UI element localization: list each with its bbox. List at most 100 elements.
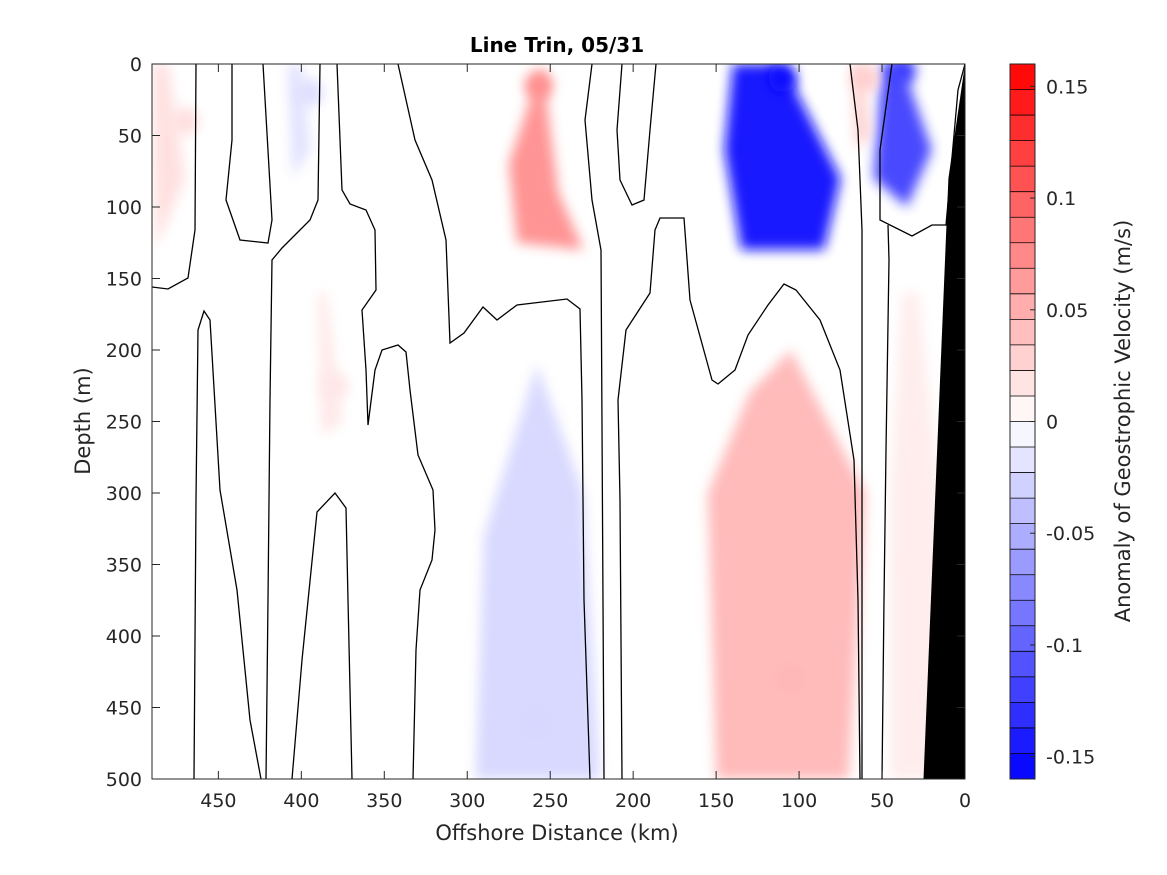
zero-contour	[152, 64, 197, 290]
anomaly-core	[887, 64, 916, 86]
zero-contour	[879, 64, 965, 237]
zero-contour	[225, 64, 273, 244]
y-tick-label: 450	[106, 698, 142, 720]
zero-contour	[397, 64, 591, 779]
negative-anomaly-region	[724, 64, 841, 250]
colorbar-tick-label: -0.05	[1046, 523, 1095, 545]
y-tick-label: 150	[106, 269, 142, 291]
colorbar-swatch	[1010, 89, 1035, 116]
positive-anomaly-region	[707, 350, 866, 779]
colorbar-tick-label: 0	[1046, 412, 1058, 434]
colorbar-swatch	[1010, 727, 1035, 754]
colorbar-swatch	[1010, 753, 1035, 780]
y-tick-label: 250	[106, 412, 142, 434]
x-tick-label: 350	[366, 790, 402, 812]
y-tick-label: 500	[106, 769, 142, 791]
zero-contour	[881, 224, 890, 779]
y-axis-ticks: 0 50 100 150 200 250 300 350 400 450 500	[106, 54, 965, 791]
colorbar-swatch	[1010, 191, 1035, 218]
anomaly-core	[522, 707, 551, 736]
colorbar-swatch	[1010, 447, 1035, 474]
colorbar-tick-label: 0.15	[1046, 76, 1088, 98]
x-tick-label: 400	[283, 790, 319, 812]
colorbar-swatch	[1010, 242, 1035, 269]
positive-anomaly-region	[152, 64, 186, 250]
colorbar-swatch	[1010, 421, 1035, 448]
colorbar-swatch	[1010, 319, 1035, 346]
y-tick-label: 0	[130, 54, 142, 76]
y-tick-label: 300	[106, 483, 142, 505]
x-axis-ticks: 450 400 350 300 250 200 150 100 50 0	[200, 64, 971, 812]
colorbar-tick-label: -0.15	[1046, 747, 1095, 769]
zero-contour	[849, 64, 863, 779]
zero-contour	[193, 309, 262, 779]
x-tick-label: 250	[532, 790, 568, 812]
colorbar-swatch	[1010, 472, 1035, 499]
positive-anomaly-region	[317, 292, 343, 436]
colorbar-swatch	[1010, 625, 1035, 652]
x-axis-label: Offshore Distance (km)	[435, 821, 678, 845]
x-tick-label: 200	[615, 790, 651, 812]
x-tick-label: 100	[781, 790, 817, 812]
negative-anomaly-region	[288, 64, 310, 179]
chart-title: Line Trin, 05/31	[470, 33, 644, 57]
colorbar-swatch	[1010, 676, 1035, 703]
zero-contour	[617, 217, 861, 779]
colorbar-tick-label: 0.05	[1046, 300, 1088, 322]
colorbar-ticks: 0.15 0.1 0.05 0 -0.05 -0.1 -0.15	[1030, 76, 1095, 769]
colorbar-swatch	[1010, 651, 1035, 678]
colorbar-swatch	[1010, 268, 1035, 295]
colorbar-swatch	[1010, 217, 1035, 244]
zero-contours	[152, 64, 965, 779]
anomaly-core	[524, 71, 553, 100]
colorbar-swatch	[1010, 498, 1035, 525]
y-tick-label: 100	[106, 197, 142, 219]
colorbar-swatch	[1010, 140, 1035, 167]
x-tick-label: 300	[449, 790, 485, 812]
zero-contour	[336, 64, 436, 779]
zero-contour	[291, 491, 353, 779]
y-axis-label: Depth (m)	[71, 367, 95, 474]
colorbar-swatch	[1010, 64, 1035, 91]
negative-anomaly-region	[475, 364, 600, 779]
y-tick-label: 50	[118, 126, 142, 148]
colorbar-swatch	[1010, 523, 1035, 550]
colorbar-swatch	[1010, 344, 1035, 371]
positive-anomaly-region	[508, 64, 584, 250]
colorbar-swatch	[1010, 370, 1035, 397]
anomaly-core	[171, 107, 200, 136]
y-tick-label: 350	[106, 555, 142, 577]
colorbar-tick-label: -0.1	[1046, 635, 1083, 657]
velocity-anomaly-field	[152, 64, 941, 779]
positive-anomaly-region	[890, 292, 941, 779]
anomaly-core	[768, 64, 797, 93]
colorbar-tick-label: 0.1	[1046, 188, 1076, 210]
colorbar-swatch	[1010, 574, 1035, 601]
x-tick-label: 150	[698, 790, 734, 812]
colorbar-swatch	[1010, 115, 1035, 142]
negative-anomaly-region	[873, 64, 932, 207]
colorbar-swatch	[1010, 395, 1035, 422]
anomaly-core	[295, 78, 324, 107]
colorbar-swatch	[1010, 293, 1035, 320]
zero-contour	[265, 64, 321, 779]
anomaly-core	[851, 64, 880, 93]
colorbar-swatch	[1010, 166, 1035, 193]
zero-contour	[616, 64, 657, 206]
zero-contour	[584, 64, 605, 779]
colorbar	[1009, 63, 1036, 780]
y-tick-label: 200	[106, 340, 142, 362]
anomaly-core	[320, 371, 349, 400]
colorbar-swatch	[1010, 702, 1035, 729]
x-tick-label: 0	[959, 790, 971, 812]
colorbar-swatch	[1010, 600, 1035, 627]
colorbar-swatch	[1010, 549, 1035, 576]
anomaly-core	[901, 550, 930, 579]
y-tick-label: 400	[106, 626, 142, 648]
bathymetry-seafloor	[923, 64, 965, 779]
x-tick-label: 450	[200, 790, 236, 812]
x-tick-label: 50	[870, 790, 894, 812]
colorbar-label: Anomaly of Geostrophic Velocity (m/s)	[1111, 220, 1135, 623]
anomaly-core	[776, 664, 805, 693]
